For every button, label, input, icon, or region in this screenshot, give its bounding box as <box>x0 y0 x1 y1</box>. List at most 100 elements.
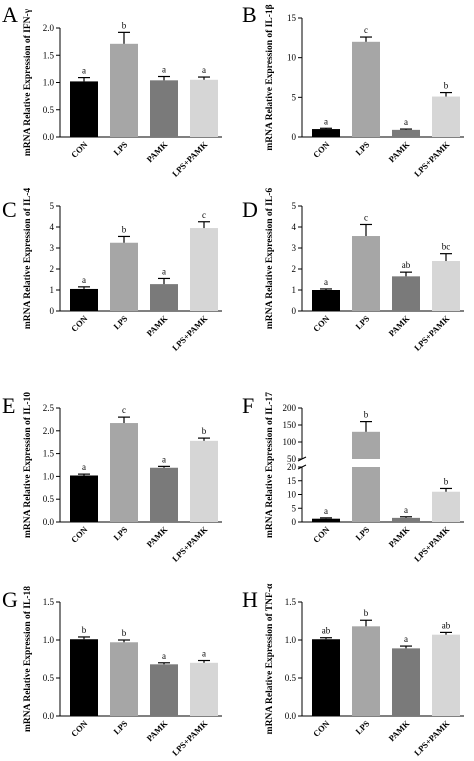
y-tick-label: 5 <box>292 503 297 513</box>
category-label: LPS <box>353 718 371 736</box>
bar-upper <box>352 431 380 459</box>
y-tick-label: 5 <box>292 92 297 102</box>
bar <box>70 81 98 137</box>
y-tick-label: 0 <box>292 306 297 316</box>
category-label: LPS+PAMK <box>170 139 210 179</box>
significance-letter: a <box>82 66 86 76</box>
y-tick-label: 2 <box>292 264 297 274</box>
y-tick-label: 5 <box>50 201 55 211</box>
bar <box>392 648 420 716</box>
y-tick-label: 0.0 <box>43 132 55 142</box>
panel-letter: C <box>2 197 17 222</box>
bar <box>190 228 218 311</box>
y-axis-title: mRNA Relative Expression of IL-1β <box>265 4 275 150</box>
y-tick-label: 1.0 <box>43 78 55 88</box>
panel-letter: B <box>242 2 257 27</box>
y-tick-label: 15 <box>287 13 297 23</box>
y-tick-label: 1.0 <box>43 635 55 645</box>
y-tick-label: 15 <box>287 476 297 486</box>
category-label: PAMK <box>144 313 169 338</box>
y-tick-label: 3 <box>292 243 297 253</box>
significance-letter: a <box>324 506 328 516</box>
category-label: CON <box>311 139 332 160</box>
bar <box>150 284 178 311</box>
y-tick-label: 0.5 <box>43 494 55 504</box>
y-tick-label: 10 <box>287 490 297 500</box>
significance-letter: ab <box>322 626 331 636</box>
category-label: CON <box>311 524 332 545</box>
category-label: LPS+PAMK <box>170 718 210 758</box>
significance-letter: b <box>364 608 369 618</box>
y-axis-title: mRNA Relative Expression of IL-10 <box>23 392 33 538</box>
y-tick-label: 2 <box>50 264 55 274</box>
bar <box>110 642 138 716</box>
y-axis-title: mRNA Relative Expression of IFN-γ <box>23 8 33 156</box>
y-tick-label: 0.0 <box>43 711 55 721</box>
y-tick-label: 20 <box>287 462 297 472</box>
bar <box>190 79 218 137</box>
y-tick-label: 0 <box>292 517 297 527</box>
significance-letter: b <box>364 410 369 420</box>
y-tick-label: 1.5 <box>43 50 55 60</box>
y-tick-label: 4 <box>50 222 55 232</box>
y-tick-label: 0 <box>292 132 297 142</box>
bar <box>352 41 380 137</box>
bar <box>110 423 138 522</box>
category-label: CON <box>69 313 90 334</box>
bar <box>150 664 178 716</box>
y-tick-label: 0.0 <box>285 711 297 721</box>
significance-letter: b <box>202 426 207 436</box>
bar <box>312 290 340 311</box>
bar <box>432 634 460 716</box>
category-label: PAMK <box>144 139 169 164</box>
bar <box>432 491 460 522</box>
significance-letter: a <box>202 649 206 659</box>
significance-letter: a <box>82 462 86 472</box>
category-label: PAMK <box>386 313 411 338</box>
y-tick-label: 10 <box>287 53 297 63</box>
significance-letter: bc <box>442 242 451 252</box>
bar <box>392 517 420 522</box>
category-label: CON <box>69 139 90 160</box>
significance-letter: b <box>82 625 87 635</box>
significance-letter: a <box>162 454 166 464</box>
bar <box>352 236 380 311</box>
y-tick-label: 1.0 <box>43 471 55 481</box>
y-tick-label: 1.5 <box>43 449 55 459</box>
significance-letter: a <box>82 275 86 285</box>
category-label: CON <box>69 524 90 545</box>
significance-letter: c <box>364 212 368 222</box>
significance-letter: a <box>404 505 408 515</box>
bar <box>110 242 138 311</box>
category-label: LPS <box>111 139 129 157</box>
category-label: PAMK <box>386 524 411 549</box>
category-label: LPS+PAMK <box>412 139 452 179</box>
bar <box>150 467 178 522</box>
y-tick-label: 5 <box>292 201 297 211</box>
y-axis-title: mRNA Relative Expression of IL-6 <box>265 188 275 330</box>
panel-letter: A <box>2 2 18 27</box>
category-label: PAMK <box>386 139 411 164</box>
bar <box>190 662 218 716</box>
y-tick-label: 1.5 <box>43 597 55 607</box>
significance-letter: c <box>202 210 206 220</box>
significance-letter: b <box>122 628 127 638</box>
category-label: LPS <box>111 718 129 736</box>
bar <box>70 475 98 522</box>
category-label: CON <box>311 718 332 739</box>
y-tick-label: 0.5 <box>43 105 55 115</box>
category-label: CON <box>69 718 90 739</box>
category-label: LPS+PAMK <box>412 524 452 564</box>
panel-letter: H <box>242 587 258 612</box>
significance-letter: a <box>324 277 328 287</box>
category-label: CON <box>311 313 332 334</box>
significance-letter: c <box>364 25 368 35</box>
y-tick-label: 0.0 <box>43 517 55 527</box>
bar <box>392 129 420 137</box>
bar <box>110 43 138 137</box>
significance-letter: a <box>202 65 206 75</box>
